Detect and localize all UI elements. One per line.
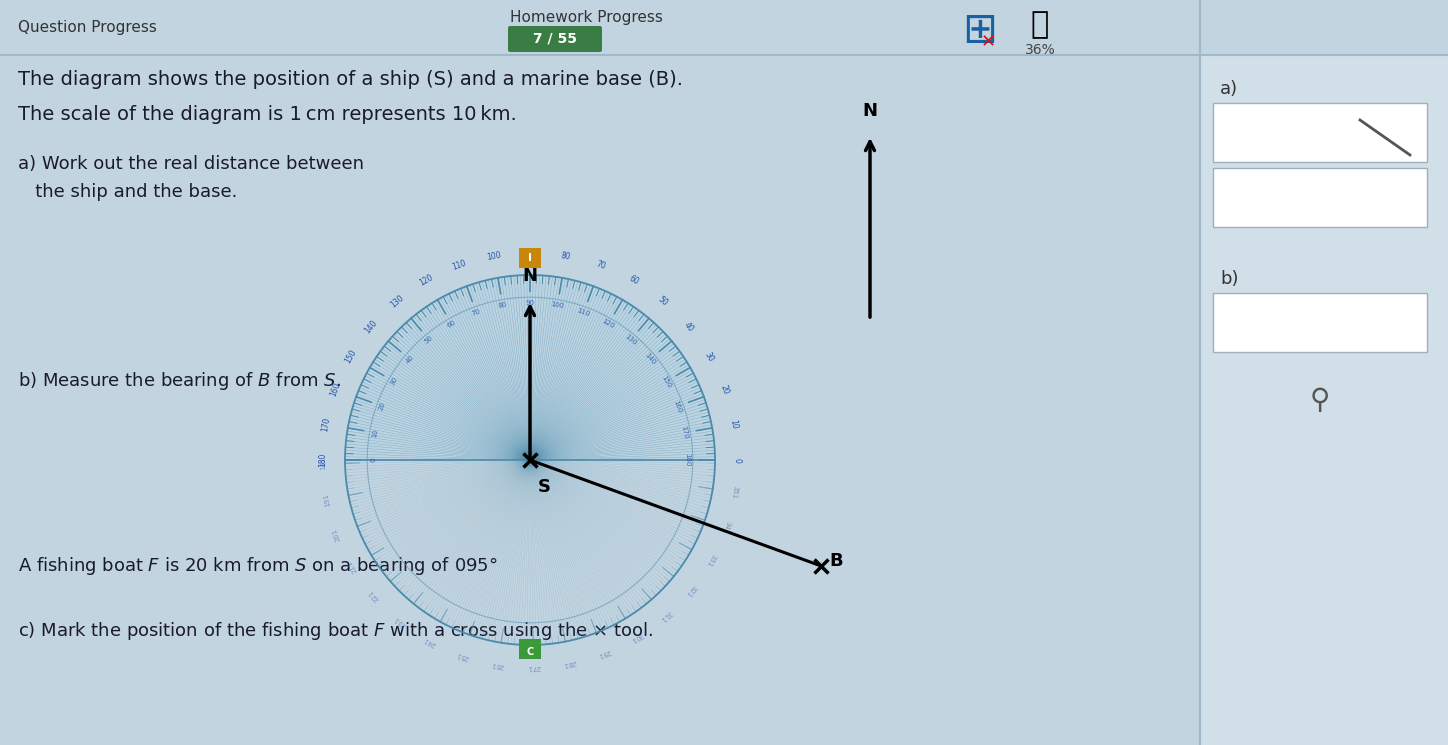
Text: b): b)	[1221, 270, 1238, 288]
FancyBboxPatch shape	[1200, 55, 1448, 745]
Text: 341: 341	[721, 520, 731, 535]
Text: 20: 20	[378, 401, 387, 411]
Text: 30: 30	[702, 350, 715, 363]
Text: ✕: ✕	[980, 33, 996, 51]
Text: N: N	[523, 267, 537, 285]
Text: 211: 211	[346, 559, 359, 574]
Text: 130: 130	[624, 333, 639, 346]
Text: 36%: 36%	[1025, 43, 1056, 57]
Text: 10: 10	[728, 419, 738, 430]
Text: The scale of the diagram is 1 cm represents 10 km.: The scale of the diagram is 1 cm represe…	[17, 105, 517, 124]
Text: 70: 70	[595, 259, 607, 271]
Text: 120: 120	[601, 318, 615, 330]
Text: 201: 201	[332, 527, 342, 542]
Text: 50: 50	[656, 295, 669, 308]
Text: a): a)	[1221, 80, 1238, 98]
Text: 80: 80	[560, 251, 572, 261]
Text: 281: 281	[562, 659, 576, 668]
Circle shape	[526, 456, 534, 464]
Text: 271: 271	[527, 664, 540, 670]
Text: 0: 0	[733, 457, 741, 463]
Text: A fishing boat $F$ is 20 km from $S$ on a bearing of 095°: A fishing boat $F$ is 20 km from $S$ on …	[17, 555, 498, 577]
Polygon shape	[345, 275, 715, 460]
Text: 140: 140	[363, 319, 379, 335]
Text: 180: 180	[683, 453, 691, 467]
Text: c) Mark the position of the fishing boat $F$ with a cross using the × tool.: c) Mark the position of the fishing boat…	[17, 620, 653, 642]
Text: 100: 100	[487, 250, 502, 261]
Text: 180: 180	[319, 453, 327, 467]
Text: b) Measure the bearing of $B$ from $S$.: b) Measure the bearing of $B$ from $S$.	[17, 370, 340, 392]
Text: 120: 120	[418, 273, 434, 288]
Text: 90: 90	[526, 249, 534, 258]
Text: 351: 351	[730, 485, 738, 499]
Text: 🏆: 🏆	[1031, 10, 1050, 39]
FancyBboxPatch shape	[1213, 293, 1426, 352]
Text: 110: 110	[450, 259, 468, 272]
Text: 311: 311	[659, 609, 673, 623]
Text: 70: 70	[471, 308, 482, 317]
Text: ⚲: ⚲	[1310, 386, 1331, 414]
Text: 50: 50	[424, 335, 434, 345]
Text: 150: 150	[660, 374, 672, 389]
Text: 181: 181	[320, 457, 326, 470]
Text: 170: 170	[681, 425, 689, 440]
Text: 331: 331	[705, 553, 717, 568]
Text: 60: 60	[446, 319, 458, 329]
Text: 60: 60	[627, 274, 640, 287]
Text: Homework Progress: Homework Progress	[510, 10, 663, 25]
Text: 221: 221	[368, 589, 381, 603]
Text: 191: 191	[323, 492, 332, 507]
Text: 7 / 55: 7 / 55	[533, 32, 576, 46]
Text: 321: 321	[685, 583, 698, 597]
Text: 0: 0	[371, 457, 376, 462]
Text: the ship and the base.: the ship and the base.	[17, 183, 237, 201]
FancyBboxPatch shape	[508, 26, 602, 52]
FancyBboxPatch shape	[518, 639, 542, 659]
Text: 150: 150	[343, 348, 358, 365]
Text: 160: 160	[329, 381, 342, 398]
Text: 90: 90	[526, 300, 534, 306]
Text: N: N	[863, 102, 877, 120]
Text: 231: 231	[392, 615, 407, 627]
Text: S: S	[539, 478, 552, 496]
Text: 261: 261	[491, 660, 505, 668]
Text: 130: 130	[388, 294, 405, 309]
FancyBboxPatch shape	[1213, 103, 1426, 162]
Text: 30: 30	[390, 376, 398, 387]
Text: 40: 40	[682, 320, 695, 334]
Text: 241: 241	[423, 635, 437, 647]
Text: 301: 301	[630, 631, 644, 644]
Text: I: I	[529, 253, 531, 263]
Text: 40: 40	[404, 354, 416, 364]
Text: The diagram shows the position of a ship (S) and a marine base (B).: The diagram shows the position of a ship…	[17, 70, 683, 89]
Text: a) Work out the real distance between: a) Work out the real distance between	[17, 155, 363, 173]
Text: 10: 10	[372, 428, 379, 438]
Text: 291: 291	[597, 648, 611, 659]
Text: 140: 140	[644, 352, 657, 366]
Text: 110: 110	[576, 308, 591, 317]
Text: B: B	[830, 552, 843, 570]
Text: 160: 160	[672, 399, 682, 413]
FancyBboxPatch shape	[518, 248, 542, 268]
Text: 20: 20	[718, 383, 730, 396]
Text: 251: 251	[455, 650, 469, 661]
Text: C: C	[527, 647, 534, 657]
Text: 170: 170	[320, 416, 332, 432]
Text: ⊞: ⊞	[963, 9, 998, 51]
Text: 100: 100	[550, 301, 565, 309]
Text: 80: 80	[498, 302, 508, 309]
FancyBboxPatch shape	[1213, 168, 1426, 227]
Text: Question Progress: Question Progress	[17, 20, 156, 35]
